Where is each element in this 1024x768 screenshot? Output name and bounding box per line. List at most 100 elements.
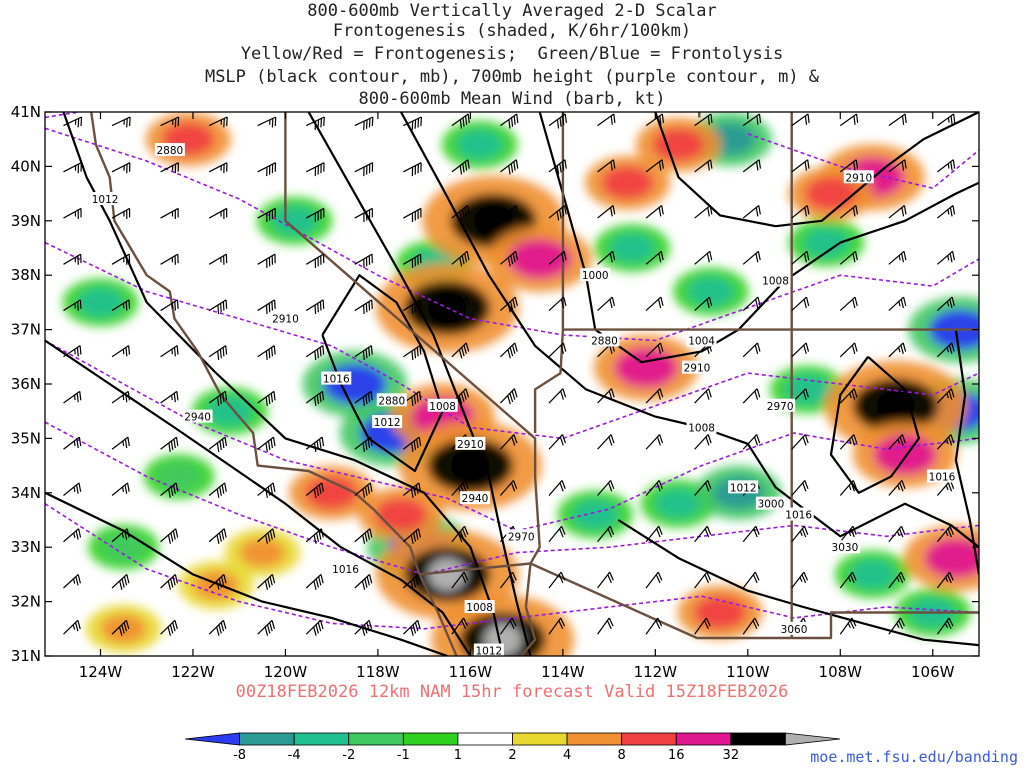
barb-feather <box>174 620 178 630</box>
wind-barb <box>160 345 179 358</box>
barb-feather <box>707 207 710 217</box>
barb-feather <box>267 578 271 588</box>
barb-feather <box>511 436 516 446</box>
barb-feather <box>510 163 514 173</box>
wind-barb <box>548 159 567 175</box>
barb-feather <box>852 253 856 263</box>
height-contour-label: 2880 <box>376 393 407 407</box>
barb-feather <box>459 165 463 175</box>
barb-feather <box>319 347 322 357</box>
wind-barb <box>403 162 422 177</box>
wind-barb <box>63 528 82 543</box>
barb-feather <box>366 530 370 540</box>
site-credit[interactable]: moe.met.fsu.edu/banding <box>810 748 1018 766</box>
axes: 124W 122W 120W 118W 116W 114W 112W 110W 108W 106W… <box>11 103 979 681</box>
barb-feather <box>657 571 663 581</box>
frontolysis-core <box>102 533 145 561</box>
barb-feather <box>512 480 518 490</box>
wind-barb <box>839 296 858 312</box>
barb-feather <box>561 161 565 171</box>
y-tick-label: 32N <box>11 593 41 611</box>
height-contour-label: 2910 <box>270 311 301 326</box>
mslp-contour-label-text: 1008 <box>466 602 493 614</box>
barb-feather <box>268 303 271 313</box>
wind-barb <box>111 345 131 358</box>
barb-feather <box>945 576 949 583</box>
wind-barb <box>208 390 228 406</box>
barb-feather <box>79 299 82 309</box>
barb-feather <box>367 438 371 449</box>
wind-barb <box>694 480 712 496</box>
barb-feather <box>265 488 268 498</box>
barb-feather <box>705 390 710 400</box>
barb-feather <box>265 442 268 452</box>
barb-feather <box>75 576 79 586</box>
wind-barb <box>597 296 616 312</box>
height-contour-label-text: 2910 <box>457 439 484 451</box>
barb-feather <box>610 480 615 490</box>
barb-feather <box>705 617 711 627</box>
barb-feather <box>758 159 762 169</box>
x-tick-label: 106W <box>911 663 955 681</box>
wind-barb <box>839 159 859 173</box>
wind-barb <box>888 617 905 635</box>
barb-feather <box>461 574 467 584</box>
wind-barb <box>742 388 761 404</box>
wind-barb <box>839 342 858 358</box>
colorbar-label: -8 <box>233 748 246 763</box>
colorbar-swatch <box>730 732 786 746</box>
barb-feather <box>122 486 125 492</box>
barb-feather <box>73 395 76 401</box>
barb-feather <box>899 482 904 492</box>
wind-barb <box>500 250 519 267</box>
barb-feather <box>805 342 810 352</box>
wind-barb <box>208 619 227 636</box>
barb-feather <box>563 296 567 306</box>
barb-feather <box>365 303 368 313</box>
barb-feather <box>508 165 511 175</box>
colorbar-swatch <box>293 732 350 746</box>
barb-feather <box>951 342 955 352</box>
height-contour-label: 2970 <box>506 529 537 543</box>
barb-feather <box>946 620 952 629</box>
chart-title-line-4: MSLP (black contour, mb), 700mb height (… <box>204 67 820 87</box>
wind-barb <box>500 113 519 129</box>
barb-feather <box>221 530 225 540</box>
barb-feather <box>899 390 904 400</box>
wind-barb <box>548 617 566 635</box>
barb-feather <box>218 578 222 588</box>
barb-feather <box>318 438 322 449</box>
wind-barb <box>645 159 664 173</box>
barb-feather <box>313 580 317 590</box>
wind-barb <box>742 113 762 127</box>
barb-feather <box>609 344 613 354</box>
barb-feather <box>854 342 858 352</box>
frontogenesis-core <box>614 347 678 388</box>
wind-barb <box>839 250 858 265</box>
height-contour-label: 3030 <box>829 540 860 554</box>
barb-feather <box>947 209 950 215</box>
barb-feather <box>78 437 82 447</box>
barb-feather <box>755 526 760 535</box>
barb-feather <box>850 482 855 492</box>
barb-feather <box>314 304 317 315</box>
wind-barb <box>208 162 228 174</box>
barb-feather <box>463 344 467 354</box>
barb-feather <box>221 484 225 494</box>
barb-feather <box>170 532 174 542</box>
wind-barb <box>791 571 809 589</box>
wind-barb <box>839 480 858 496</box>
barb-feather <box>73 532 76 538</box>
barb-feather <box>560 617 566 627</box>
barb-feather <box>269 622 273 632</box>
barb-feather <box>365 395 368 405</box>
barb-feather <box>657 390 662 400</box>
barb-feather <box>217 304 220 315</box>
mslp-contour-label-bg <box>427 398 458 412</box>
barb-feather <box>175 482 179 492</box>
wind-barb <box>694 525 712 543</box>
mslp-contour-label: 1016 <box>783 507 814 522</box>
barb-feather <box>951 251 956 261</box>
barb-feather <box>321 482 324 492</box>
barb-feather <box>176 299 179 309</box>
